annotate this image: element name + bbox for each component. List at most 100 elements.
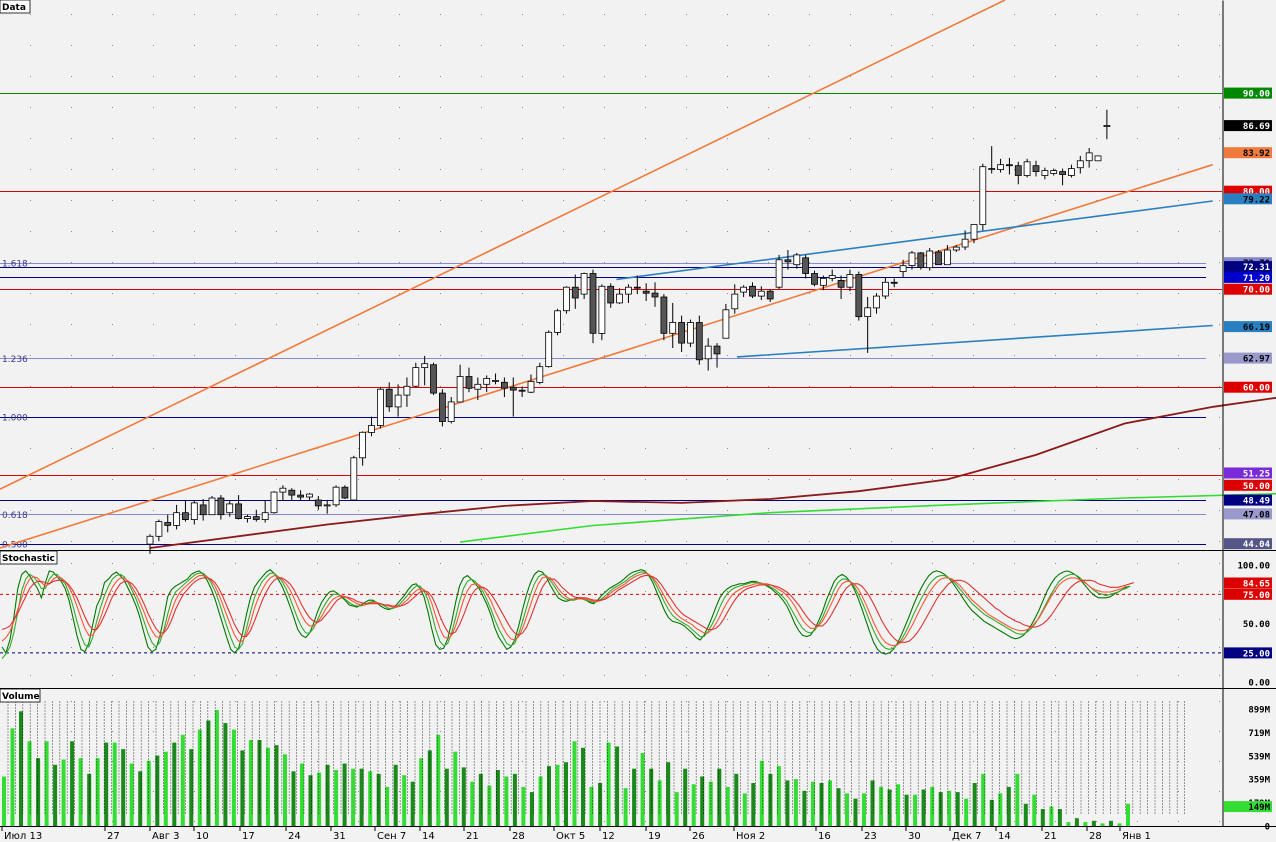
- grid-dot: [481, 293, 482, 294]
- grid-dot: [358, 45, 359, 46]
- grid-dot: [932, 448, 933, 449]
- grid-dot: [358, 386, 359, 387]
- grid-dot: [1096, 541, 1097, 542]
- grid-dot: [358, 619, 359, 620]
- grid-dot: [727, 448, 728, 449]
- candle-body: [500, 381, 508, 389]
- grid-dot: [604, 169, 605, 170]
- grid-dot: [317, 479, 318, 480]
- grid-dot: [1219, 541, 1220, 542]
- grid-dot: [891, 138, 892, 139]
- grid-dot: [440, 448, 441, 449]
- grid-dot: [563, 231, 564, 232]
- grid-dot: [686, 701, 687, 702]
- volume-bar: [291, 771, 296, 826]
- grid-dot: [112, 76, 113, 77]
- grid-dot: [768, 262, 769, 263]
- grid-dot: [399, 731, 400, 732]
- volume-bar: [266, 747, 270, 826]
- grid-dot: [358, 262, 359, 263]
- grid-dot: [1055, 591, 1056, 592]
- grid-dot: [1178, 479, 1179, 480]
- volume-bar: [1057, 809, 1062, 826]
- stoch-axis-label: 100.00: [1237, 562, 1270, 572]
- volume-bar: [1049, 806, 1054, 826]
- candle-body: [695, 322, 703, 361]
- candle-body: [873, 295, 880, 309]
- grid-dot: [1178, 231, 1179, 232]
- grid-dot: [1178, 107, 1179, 108]
- grid-dot: [440, 76, 441, 77]
- candle-body: [456, 376, 464, 403]
- grid-dot: [276, 386, 277, 387]
- grid-dot: [932, 386, 933, 387]
- grid-dot: [604, 541, 605, 542]
- grid-dot: [71, 541, 72, 542]
- stoch-axis-label-bg: [1224, 647, 1272, 659]
- volume-bar: [640, 753, 645, 826]
- grid-dot: [768, 675, 769, 676]
- grid-dot: [1055, 386, 1056, 387]
- candle-body: [660, 296, 668, 334]
- fib-label: 0.500: [2, 541, 28, 551]
- candle-body: [527, 380, 535, 393]
- grid-dot: [891, 293, 892, 294]
- grid-dot: [30, 262, 31, 263]
- grid-dot: [399, 479, 400, 480]
- grid-dot: [1137, 14, 1138, 15]
- grid-dot: [1178, 619, 1179, 620]
- volume-bar: [1006, 786, 1011, 826]
- candle-body: [749, 285, 756, 297]
- grid-dot: [194, 619, 195, 620]
- grid-dot: [891, 591, 892, 592]
- grid-dot: [235, 45, 236, 46]
- grid-dot: [276, 591, 277, 592]
- grid-dot: [563, 791, 564, 792]
- grid-dot: [1137, 200, 1138, 201]
- grid-dot: [1096, 200, 1097, 201]
- grid-dot: [1055, 675, 1056, 676]
- grid-dot: [522, 675, 523, 676]
- grid-dot: [850, 591, 851, 592]
- grid-dot: [850, 169, 851, 170]
- grid-dot: [604, 448, 605, 449]
- grid-dot: [30, 76, 31, 77]
- grid-dot: [30, 14, 31, 15]
- volume-bar: [351, 768, 356, 826]
- grid-dot: [1096, 386, 1097, 387]
- grid-dot: [645, 675, 646, 676]
- candle-body: [731, 293, 739, 310]
- grid-dot: [809, 591, 810, 592]
- price-axis-label-bg: [1224, 261, 1272, 273]
- grid-dot: [522, 138, 523, 139]
- candle-body: [890, 281, 898, 284]
- grid-dot: [604, 200, 605, 201]
- grid-dot: [399, 169, 400, 170]
- stoch-axis-label-bg: [1224, 588, 1272, 600]
- x-tick-label: 12: [602, 831, 615, 842]
- grid-dot: [153, 647, 154, 648]
- volume-bar: [1066, 822, 1071, 826]
- grid-dot: [686, 448, 687, 449]
- price-axis-label: 90.00: [1243, 90, 1270, 100]
- grid-dot: [30, 45, 31, 46]
- price-axis-label-bg: [1224, 381, 1272, 393]
- grid-dot: [522, 107, 523, 108]
- grid-dot: [153, 355, 154, 356]
- candle-body: [394, 394, 402, 408]
- grid-dot: [153, 200, 154, 201]
- grid-dot: [481, 479, 482, 480]
- grid-dot: [71, 14, 72, 15]
- volume-bar: [734, 773, 739, 826]
- volume-bar: [913, 794, 918, 826]
- candle-body: [855, 274, 863, 318]
- grid-dot: [194, 791, 195, 792]
- grid-dot: [153, 324, 154, 325]
- grid-dot: [522, 293, 523, 294]
- grid-dot: [1137, 701, 1138, 702]
- grid-dot: [112, 355, 113, 356]
- volume-bar: [385, 786, 390, 826]
- candle-body: [607, 285, 615, 304]
- grid-dot: [317, 138, 318, 139]
- grid-dot: [153, 791, 154, 792]
